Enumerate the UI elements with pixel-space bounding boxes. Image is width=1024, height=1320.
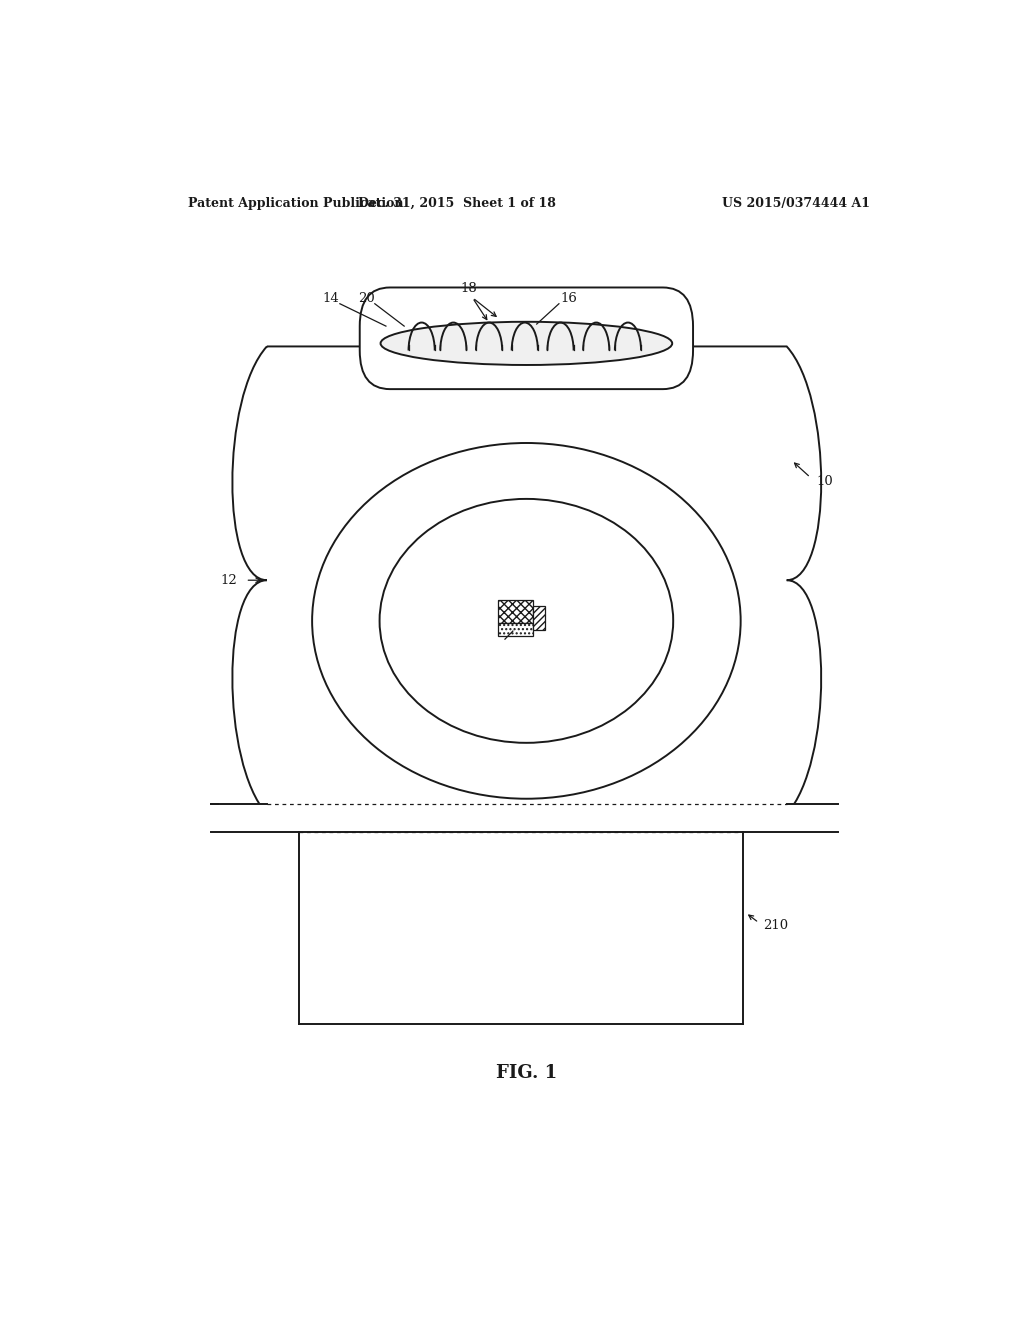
Text: 30: 30: [425, 610, 441, 622]
Text: Patent Application Publication: Patent Application Publication: [187, 197, 403, 210]
Text: 18: 18: [461, 282, 477, 294]
Text: 34: 34: [569, 599, 586, 612]
FancyBboxPatch shape: [359, 288, 693, 389]
Text: US 2015/0374444 A1: US 2015/0374444 A1: [722, 197, 870, 210]
Text: 16: 16: [560, 292, 577, 305]
Bar: [532, 606, 546, 630]
Text: 200: 200: [812, 808, 838, 821]
Ellipse shape: [312, 444, 740, 799]
Bar: [498, 599, 532, 623]
Ellipse shape: [380, 499, 673, 743]
Text: 10: 10: [817, 475, 834, 488]
Ellipse shape: [381, 322, 672, 366]
PathPatch shape: [232, 346, 821, 814]
Bar: [532, 606, 546, 630]
Text: 20: 20: [357, 292, 375, 305]
Bar: [498, 623, 532, 636]
Text: 210: 210: [763, 919, 788, 932]
Text: 14: 14: [322, 292, 339, 305]
Text: 12: 12: [221, 574, 238, 586]
Text: Dec. 31, 2015  Sheet 1 of 18: Dec. 31, 2015 Sheet 1 of 18: [358, 197, 556, 210]
Bar: [498, 599, 532, 623]
Text: FIG. 1: FIG. 1: [496, 1064, 557, 1082]
Bar: [498, 623, 532, 636]
Text: 32: 32: [489, 638, 506, 651]
